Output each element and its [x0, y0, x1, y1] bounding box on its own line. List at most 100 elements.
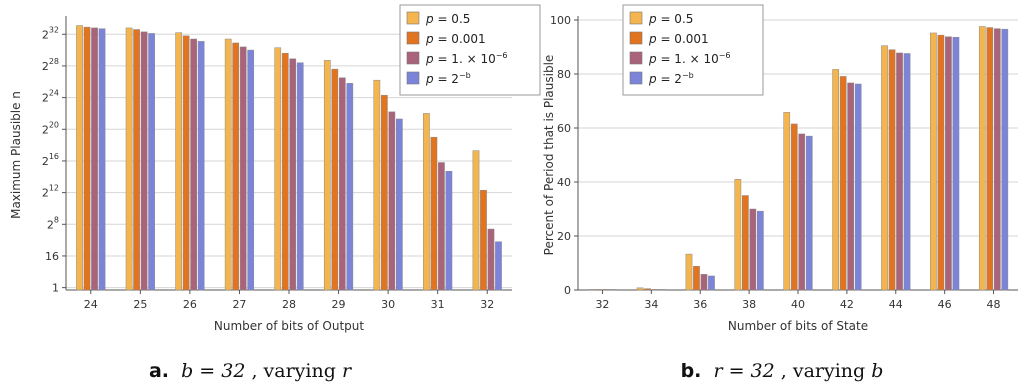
- chart-a-bar-32-s1: [480, 189, 487, 291]
- chart-a-bar-25-s1: [133, 29, 140, 291]
- chart-b-bar-42-s3: [854, 83, 862, 291]
- chart-a-ytick-label-3: 212: [42, 184, 59, 200]
- chart-a-bar-30-s1: [381, 94, 388, 291]
- chart-b-bar-38-s1: [742, 195, 749, 291]
- chart-a-bar-26-s0: [175, 32, 182, 291]
- chart-b-legend-label-1: p = 0.001: [648, 32, 709, 46]
- chart-a-bar-29-s3: [346, 83, 354, 291]
- caption-a-label: a.: [149, 360, 169, 382]
- chart-b-xtick-label-0: 32: [595, 298, 609, 311]
- chart-a-xtick-label-1: 25: [133, 298, 147, 311]
- chart-a-bar-26-s2: [190, 38, 197, 291]
- chart-b-legend-label-3: p = 2−b: [648, 71, 694, 86]
- chart-a-xtick-label-7: 31: [431, 298, 445, 311]
- chart-a-legend-label-1: p = 0.001: [425, 32, 486, 46]
- chart-b-ytick-label-5: 100: [550, 14, 571, 27]
- chart-b-ytick-label-1: 20: [557, 230, 571, 243]
- chart-a-ytick-label-1: 16: [45, 250, 59, 263]
- chart-a-bar-30-s3: [396, 118, 403, 291]
- chart-a-bar-31-s1: [430, 136, 438, 291]
- chart-a-bar-31-s0: [423, 113, 430, 291]
- chart-b: 0 20 40 60 80 100 32 34 36 38 40 42 44 46 48 Number of …: [542, 4, 1018, 333]
- chart-a-bar-31-s3: [445, 170, 453, 291]
- chart-a-bar-30-s2: [388, 111, 396, 291]
- chart-a-bar-24-s1: [83, 26, 91, 291]
- chart-a-xtick-label-0: 24: [84, 298, 98, 311]
- chart-a-x-axis-label: Number of bits of Output: [214, 319, 364, 333]
- chart-a-bar-27-s2: [239, 46, 247, 291]
- chart-b-ytick-label-3: 60: [557, 122, 571, 135]
- caption-a-eq: b = 32: [181, 360, 245, 382]
- chart-b-ytick-label-2: 40: [557, 176, 571, 189]
- chart-b-bar-48-s1: [986, 27, 994, 291]
- chart-a-bar-29-s2: [338, 77, 346, 291]
- chart-a-bar-26-s1: [182, 35, 190, 291]
- chart-a-bar-29-s1: [331, 68, 339, 291]
- chart-a-bar-25-s2: [140, 31, 148, 291]
- chart-b-bar-48-s0: [978, 26, 986, 291]
- chart-b-bar-42-s1: [839, 76, 847, 291]
- chart-b-ytick-label-0: 0: [564, 284, 571, 297]
- chart-b-bar-44-s2: [896, 52, 903, 291]
- chart-b-bar-36-s2: [700, 274, 708, 291]
- chart-a-ytick-label-0: 1: [52, 282, 59, 295]
- chart-a-xtick-label-6: 30: [381, 298, 395, 311]
- chart-a-legend-box: [399, 4, 541, 96]
- chart-a-legend-label-2: p = 1. × 10−6: [425, 51, 508, 66]
- chart-a-legend-label-0: p = 0.5: [425, 12, 470, 26]
- chart-a-legend-swatch-2: [406, 51, 420, 65]
- chart-a-ytick-label-5: 220: [42, 120, 59, 136]
- chart-b-bar-32-s0: [587, 289, 595, 291]
- chart-b-xtick-label-7: 46: [938, 298, 952, 311]
- chart-b-xtick-label-4: 40: [791, 298, 805, 311]
- chart-b-bar-46-s1: [937, 34, 945, 291]
- chart-b-legend-label-0: p = 0.5: [648, 12, 693, 26]
- chart-b-legend-swatch-0: [629, 11, 643, 25]
- chart-a-xtick-label-8: 32: [480, 298, 494, 311]
- chart-b-bar-46-s0: [930, 32, 937, 291]
- chart-b-bar-44-s3: [903, 53, 911, 291]
- chart-a-bar-29-s0: [323, 60, 331, 291]
- chart-b-bar-44-s0: [881, 45, 888, 291]
- chart-a-legend-swatch-0: [406, 11, 420, 25]
- chart-a-ytick-label-4: 216: [42, 152, 59, 168]
- chart-a-bar-27-s1: [232, 42, 240, 291]
- chart-a-bar-32-s0: [472, 150, 480, 291]
- chart-b-bar-32-s3: [610, 289, 618, 291]
- caption-b-text: , varying: [781, 360, 871, 382]
- chart-b-xtick-label-1: 34: [644, 298, 658, 311]
- chart-b-ytick-label-4: 80: [557, 68, 571, 81]
- chart-a-bar-24-s3: [98, 28, 106, 291]
- chart-b-legend-box: [622, 4, 764, 96]
- chart-b-bar-34-s0: [636, 287, 644, 291]
- chart-b-bar-46-s3: [952, 37, 960, 291]
- chart-b-bar-32-s2: [602, 289, 610, 291]
- chart-b-bar-48-s3: [1001, 28, 1009, 291]
- chart-b-bar-36-s0: [685, 253, 693, 291]
- chart-b-bar-42-s0: [832, 69, 839, 291]
- chart-a-bar-31-s2: [438, 162, 445, 291]
- caption-b-eq: r = 32: [713, 360, 774, 382]
- chart-b-bar-36-s1: [693, 265, 700, 291]
- chart-a-bar-25-s0: [125, 27, 133, 291]
- chart-b-bar-40-s0: [783, 112, 791, 291]
- chart-b-xtick-label-3: 38: [742, 298, 756, 311]
- chart-b-bar-44-s1: [888, 49, 896, 291]
- chart-b-bar-42-s2: [847, 82, 854, 291]
- chart-b-y-axis-label: Percent of Period that is Plausible: [542, 55, 556, 256]
- chart-a: 1 16 28 212 216 220 224 228 232 24 25 26 27 28 29 30 31 3…: [9, 4, 541, 333]
- chart-a-xtick-label-5: 29: [332, 298, 346, 311]
- chart-b-bar-34-s1: [644, 288, 651, 291]
- chart-b-legend-swatch-2: [629, 51, 643, 65]
- chart-b-legend-swatch-1: [629, 31, 643, 45]
- chart-a-legend-label-3: p = 2−b: [425, 71, 471, 86]
- chart-b-x-axis-label: Number of bits of State: [728, 319, 868, 333]
- chart-a-xtick-label-4: 28: [282, 298, 296, 311]
- caption-b-var: b: [871, 360, 883, 382]
- chart-b-xtick-label-5: 42: [840, 298, 854, 311]
- chart-b-bar-38-s2: [749, 208, 757, 291]
- chart-a-bar-30-s0: [373, 79, 381, 291]
- chart-a-bar-26-s3: [197, 41, 205, 291]
- chart-a-bar-28-s3: [296, 62, 304, 291]
